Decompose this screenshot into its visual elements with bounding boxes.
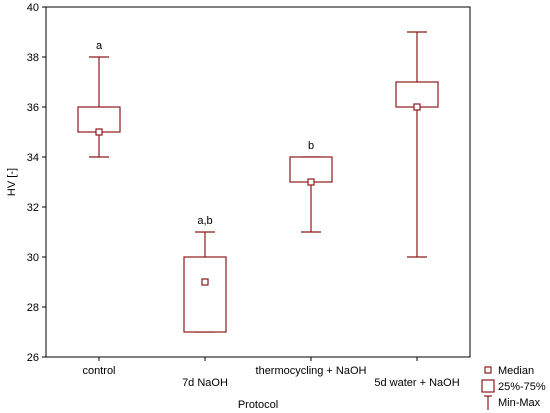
group-annotation: b <box>308 140 314 152</box>
x-tick-label: thermocycling + NaOH <box>256 365 367 377</box>
iqr-box <box>77 106 121 133</box>
y-tick-label: 36 <box>27 102 39 114</box>
legend-iqr-box <box>481 379 495 393</box>
y-tick-label: 28 <box>27 302 39 314</box>
x-tick-label: 7d NaOH <box>182 377 228 389</box>
x-tick-label: 5d water + NaOH <box>374 377 459 389</box>
group-annotation: a <box>96 40 103 52</box>
median-marker <box>201 278 209 286</box>
boxes-group: a a,b b <box>77 31 439 333</box>
legend: Median 25%-75% Min-Max <box>481 365 546 410</box>
median-marker <box>95 128 103 136</box>
legend-median-label: Median <box>498 365 534 377</box>
iqr-box <box>289 156 333 183</box>
legend-iqr-label: 25%-75% <box>498 381 546 393</box>
y-axis-label: HV [-] <box>6 168 18 196</box>
y-tick-label: 34 <box>27 152 39 164</box>
group-annotation: a,b <box>197 215 212 227</box>
x-axis: control 7d NaOH thermocycling + NaOH 5d wat… <box>82 357 460 389</box>
y-tick-label: 38 <box>27 52 39 64</box>
iqr-box <box>183 256 227 333</box>
x-tick-label: control <box>82 365 115 377</box>
median-marker <box>307 178 315 186</box>
legend-minmax-label: Min-Max <box>498 397 541 409</box>
y-tick-label: 26 <box>27 352 39 364</box>
x-axis-label: Protocol <box>238 399 278 411</box>
median-marker <box>413 103 421 111</box>
y-tick-label: 30 <box>27 252 39 264</box>
y-axis: 26 28 30 32 34 36 38 40 <box>27 2 46 364</box>
iqr-box <box>395 81 439 108</box>
legend-median-marker <box>484 366 492 374</box>
plot-frame <box>45 6 471 358</box>
y-tick-label: 32 <box>27 202 39 214</box>
y-tick-label: 40 <box>27 2 39 14</box>
